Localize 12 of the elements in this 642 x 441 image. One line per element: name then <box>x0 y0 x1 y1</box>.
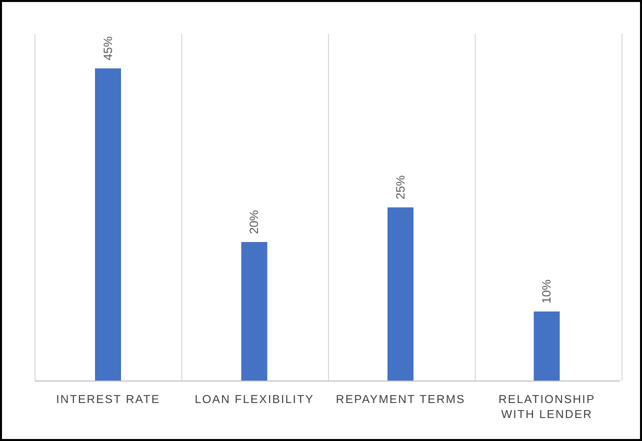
data-label: 25% <box>394 174 408 200</box>
x-tick-label: RELATIONSHIP WITH LENDER <box>498 394 596 421</box>
bar <box>95 68 121 381</box>
bar <box>241 242 268 381</box>
bar <box>534 312 560 381</box>
x-tick-label: LOAN FLEXIBILITY <box>194 394 314 406</box>
data-label: 45% <box>101 36 115 60</box>
data-label: 20% <box>247 210 262 234</box>
bar <box>388 207 414 381</box>
x-tick-label: REPAYMENT TERMS <box>336 394 466 406</box>
x-tick-label: INTEREST RATE <box>56 394 160 406</box>
data-label: 10% <box>540 279 554 304</box>
